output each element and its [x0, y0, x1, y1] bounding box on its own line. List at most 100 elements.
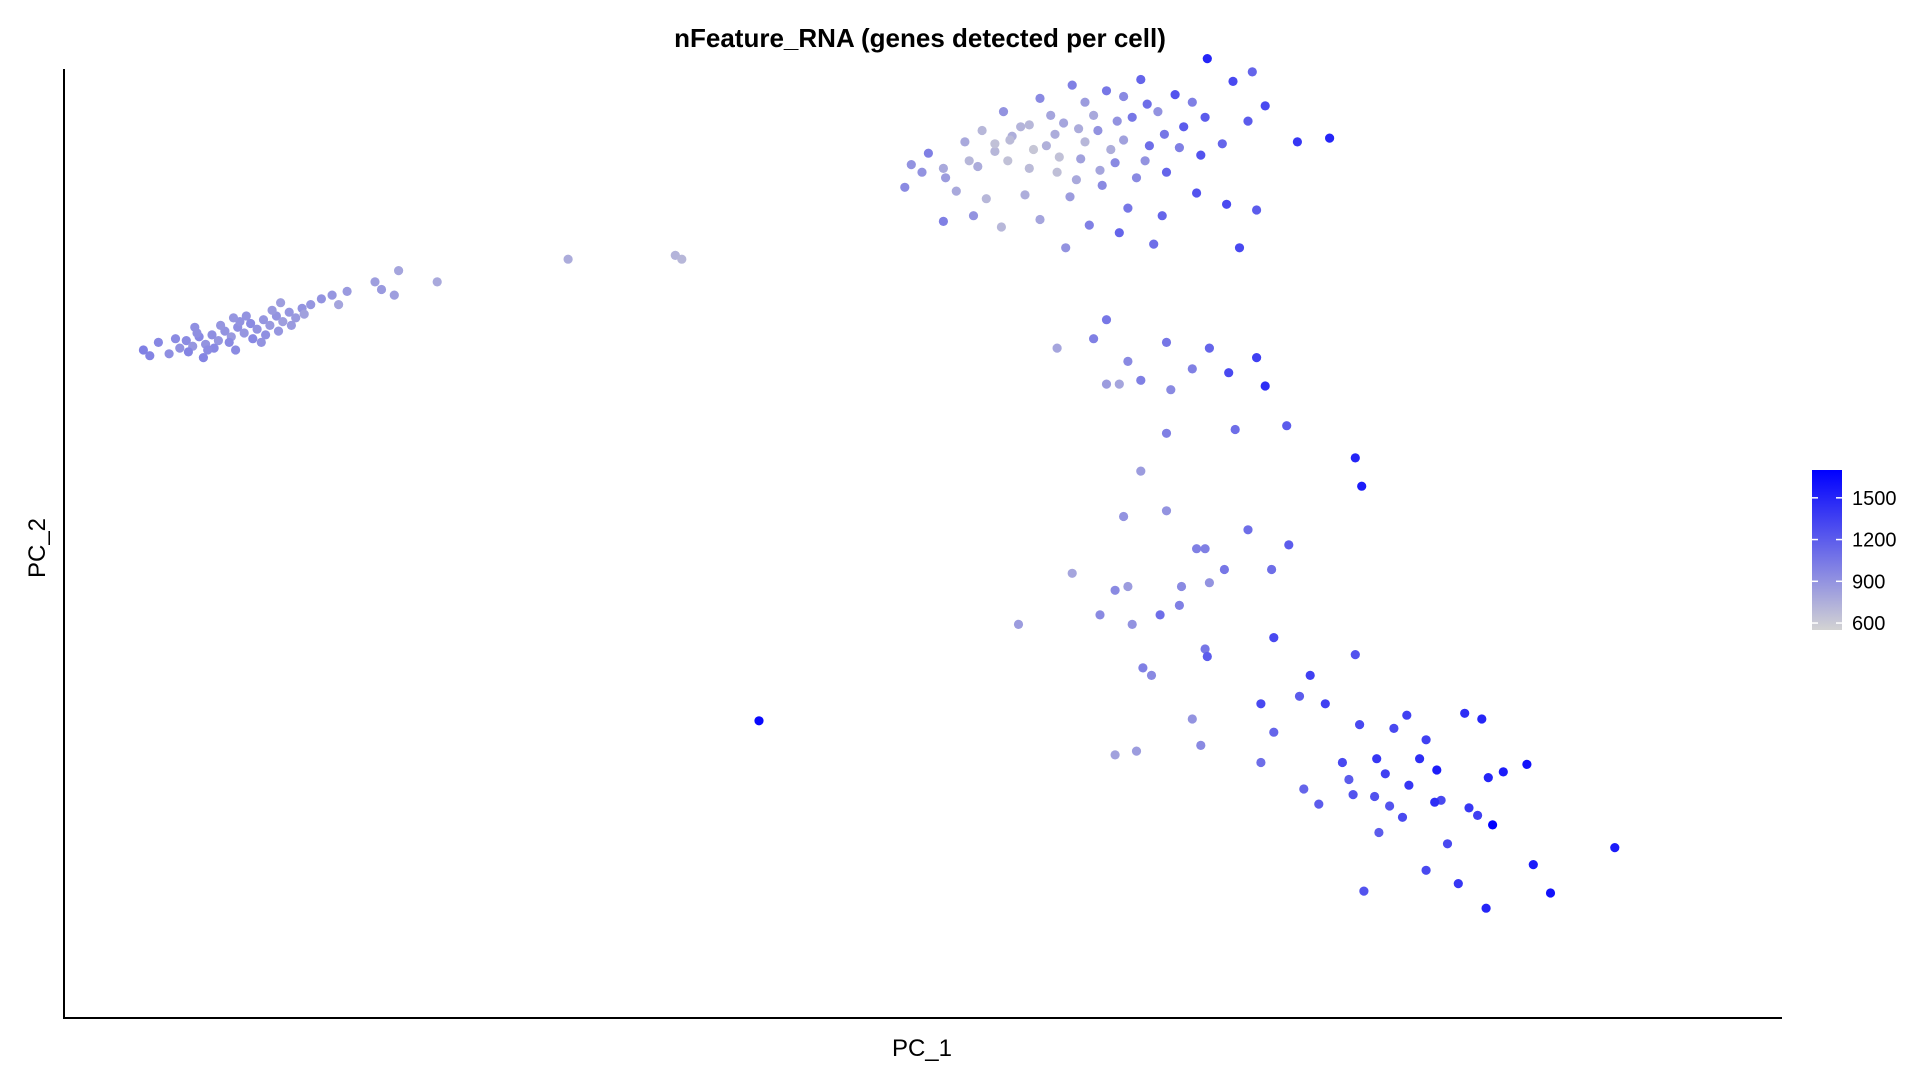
data-point: [1016, 122, 1026, 132]
data-point: [1292, 137, 1302, 147]
data-point: [1243, 525, 1253, 535]
data-point: [1106, 144, 1116, 155]
data-point: [1095, 165, 1105, 175]
data-point: [960, 137, 970, 147]
data-point: [1357, 481, 1367, 491]
data-point: [1080, 97, 1090, 107]
data-point: [1119, 511, 1129, 522]
data-point: [1093, 125, 1103, 136]
data-point: [1059, 118, 1069, 128]
data-point: [1481, 903, 1491, 913]
data-point: [1071, 175, 1081, 185]
data-point: [1477, 714, 1487, 724]
data-point: [1359, 886, 1369, 896]
data-point: [1187, 714, 1197, 724]
data-point: [1415, 754, 1425, 764]
data-point: [1024, 163, 1034, 173]
data-point: [228, 313, 239, 323]
data-point: [964, 156, 974, 166]
data-point: [1149, 239, 1159, 249]
data-point: [1144, 141, 1154, 151]
data-point: [370, 277, 380, 287]
data-point: [1174, 143, 1184, 153]
data-point: [246, 318, 256, 329]
data-point: [1076, 154, 1086, 164]
data-point: [1350, 650, 1360, 660]
data-point: [1123, 581, 1133, 592]
data-point: [291, 313, 301, 323]
data-point: [1374, 827, 1384, 838]
data-point: [1397, 812, 1408, 822]
data-point: [1161, 506, 1172, 516]
data-point: [968, 211, 979, 221]
data-point: [252, 324, 262, 334]
data-point: [1119, 91, 1129, 102]
chart-title: nFeature_RNA (genes detected per cell): [674, 23, 1166, 53]
data-point: [1196, 150, 1206, 160]
data-point: [1089, 334, 1099, 344]
data-point: [1348, 790, 1358, 800]
data-point: [1421, 735, 1431, 745]
data-point: [677, 254, 687, 264]
data-point: [1200, 112, 1210, 122]
data-point: [1067, 568, 1077, 578]
data-point: [1355, 720, 1365, 730]
data-point: [164, 349, 174, 359]
data-point: [389, 290, 399, 300]
data-point: [973, 161, 983, 172]
y-axis-label: PC_2: [24, 518, 51, 578]
data-point: [1097, 180, 1107, 190]
data-point: [1442, 839, 1453, 849]
data-point: [224, 337, 234, 347]
data-point: [1305, 670, 1315, 681]
data-point: [1174, 600, 1184, 611]
data-point: [1179, 122, 1189, 132]
data-point: [1170, 90, 1180, 100]
data-point: [1260, 101, 1270, 111]
data-point: [138, 345, 148, 355]
data-point: [1119, 135, 1129, 145]
data-point: [1192, 544, 1202, 554]
data-point: [1161, 337, 1172, 347]
data-point: [1140, 156, 1150, 166]
data-point: [1153, 107, 1163, 117]
data-point: [923, 148, 934, 158]
data-point: [1202, 651, 1212, 662]
data-point: [376, 284, 387, 295]
data-point: [900, 182, 910, 192]
data-point: [1131, 746, 1142, 756]
data-point: [1256, 757, 1266, 768]
data-point: [1136, 375, 1146, 385]
legend-tick-label: 600: [1852, 613, 1885, 635]
data-point: [1054, 152, 1064, 162]
data-point: [183, 347, 193, 357]
data-point: [1344, 774, 1354, 785]
data-point: [1200, 544, 1210, 554]
data-point: [996, 222, 1007, 232]
data-point: [145, 351, 155, 361]
data-point: [938, 163, 949, 173]
data-point: [563, 254, 573, 264]
data-point: [394, 266, 404, 276]
data-point: [239, 328, 249, 338]
data-point: [1187, 364, 1197, 374]
data-point: [1252, 353, 1262, 363]
data-point: [327, 290, 337, 300]
data-point: [1136, 466, 1146, 476]
data-point: [917, 167, 927, 177]
data-point: [216, 320, 226, 330]
data-point: [265, 320, 275, 330]
data-point: [1545, 888, 1556, 898]
data-point: [1020, 190, 1030, 200]
data-point: [256, 337, 266, 347]
data-point: [1260, 381, 1270, 391]
data-point: [1127, 619, 1137, 630]
data-point: [1483, 773, 1493, 783]
data-point: [342, 286, 352, 296]
data-point: [1372, 754, 1382, 764]
data-point: [1161, 167, 1172, 177]
x-axis-label: PC_1: [892, 1035, 952, 1062]
data-point: [1247, 67, 1257, 77]
data-point: [1464, 803, 1474, 813]
